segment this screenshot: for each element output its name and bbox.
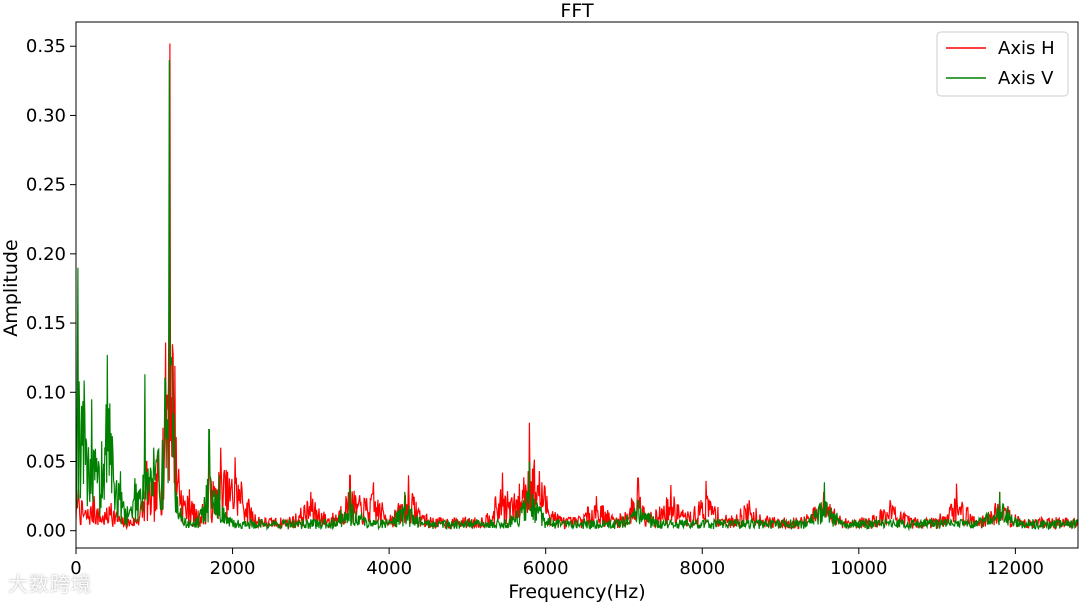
x-tick-label: 4000 bbox=[366, 558, 412, 579]
x-tick-label: 6000 bbox=[523, 558, 569, 579]
y-tick-label: 0.35 bbox=[26, 36, 66, 57]
plot-area bbox=[75, 21, 1079, 549]
y-tick-label: 0.15 bbox=[26, 313, 66, 334]
x-tick-label: 8000 bbox=[679, 558, 725, 579]
series-line-axis-h bbox=[76, 43, 1078, 531]
y-tick-label: 0.00 bbox=[26, 521, 66, 542]
x-axis-ticks: 0 2000 4000 6000 8000 10000 12000 bbox=[70, 548, 1044, 579]
y-axis-label: Amplitude bbox=[0, 239, 22, 336]
x-tick-label: 12000 bbox=[987, 558, 1044, 579]
legend: Axis H Axis V bbox=[936, 31, 1069, 97]
y-tick-label: 0.30 bbox=[26, 105, 66, 126]
y-axis-ticks: 0.00 0.05 0.10 0.15 0.20 0.25 0.30 0.35 bbox=[26, 36, 76, 542]
axes-frame bbox=[75, 21, 1079, 549]
series-line-axis-v bbox=[76, 60, 1078, 532]
y-tick-label: 0.05 bbox=[26, 451, 66, 472]
legend-label: Axis H bbox=[998, 38, 1055, 59]
y-tick-label: 0.20 bbox=[26, 244, 66, 265]
chart-title: FFT bbox=[560, 0, 594, 22]
y-tick-label: 0.25 bbox=[26, 175, 66, 196]
legend-label: Axis V bbox=[998, 68, 1054, 89]
x-axis-label: Frequency(Hz) bbox=[508, 581, 645, 603]
y-tick-label: 0.10 bbox=[26, 382, 66, 403]
watermark: 大数跨境 bbox=[8, 572, 92, 596]
x-tick-label: 2000 bbox=[210, 558, 256, 579]
x-tick-label: 0 bbox=[70, 558, 81, 579]
x-tick-label: 10000 bbox=[830, 558, 887, 579]
